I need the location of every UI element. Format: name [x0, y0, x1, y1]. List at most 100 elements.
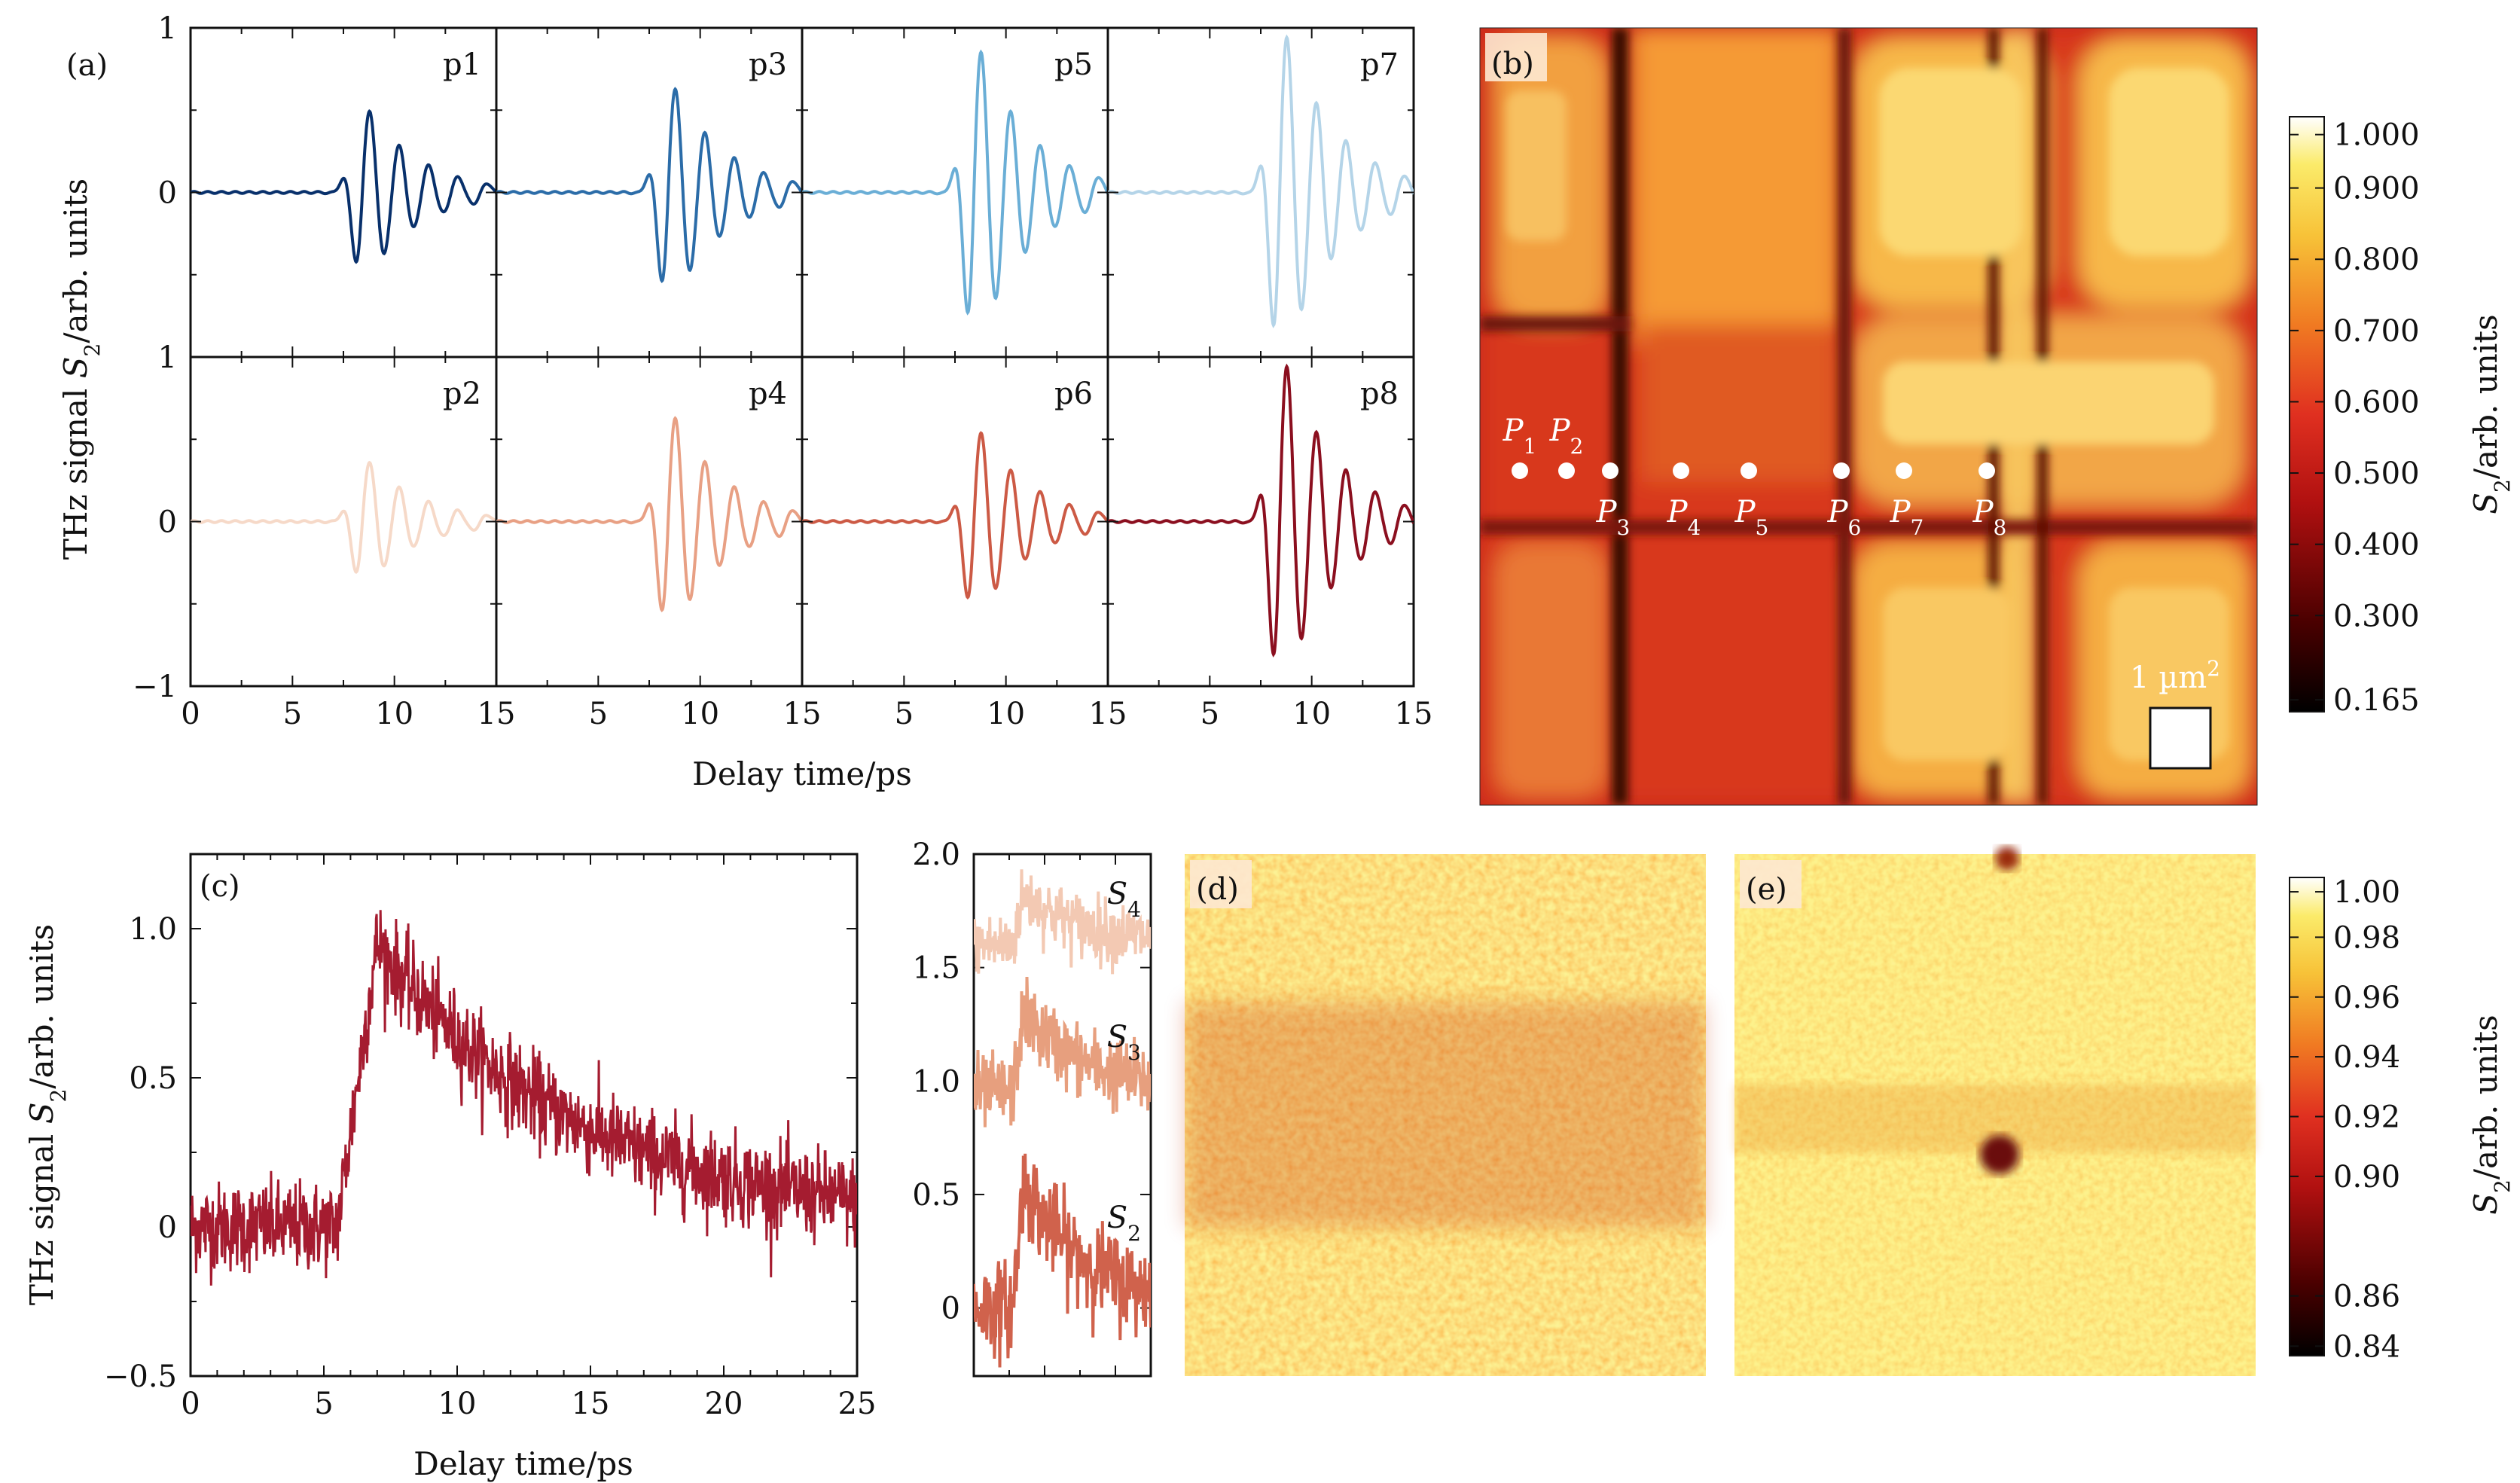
trace-p4 [496, 416, 802, 612]
trace-p6 [802, 431, 1108, 600]
trace-p2 [191, 460, 496, 575]
panel-c-xlabel: Delay time/ps [413, 1445, 633, 1482]
a-xtick-2-15: 15 [1089, 697, 1127, 731]
s-ytick-3: 0.5 [912, 1178, 960, 1213]
point-label-5: P5 [1734, 495, 1769, 540]
a-xtick-0-15: 15 [477, 697, 516, 731]
panel-c: 0 5 10 15 20 251.00.50−0.5 (c) THz signal S2/… [23, 853, 877, 1482]
panel-b-label: (b) [1491, 47, 1534, 81]
panel-d: (d) [1185, 854, 1706, 1376]
point-label-1: P1 [1503, 413, 1537, 459]
panel-c-label: (c) [200, 869, 240, 904]
a-xtick-1-5: 5 [589, 697, 608, 731]
c-xtick-15: 15 [572, 1387, 610, 1421]
trace-p3 [496, 87, 802, 283]
stack-trace-S3 [974, 976, 1151, 1128]
point-label-3: P3 [1596, 495, 1631, 540]
subplot-p1: p1 1 0 [158, 11, 498, 359]
c-xtick-25: 25 [838, 1387, 877, 1421]
stack-trace-S2 [974, 1153, 1151, 1368]
panel-e-dark-spot [1980, 1135, 2019, 1174]
subplot-p7: p7 [1106, 26, 1415, 359]
point-marker-7 [1896, 462, 1912, 479]
subplot-p4: p4 5 10 15 [495, 355, 822, 731]
subplot-p8: p8 5 10 15 [1106, 355, 1433, 731]
a-ytick-1-1: 0 [158, 505, 177, 540]
panel-b-heatmap [1480, 28, 2257, 805]
colorbar-b-tick-6: 0.400 [2333, 528, 2420, 563]
colorbar-b-tick-3: 0.700 [2333, 314, 2420, 349]
a-xtick-0-10: 10 [375, 697, 413, 731]
panel-b: (b) P1 P2 P3 P4 P5 P6 P7 P8 1 µm2 1.000 0.900 0.8… [1479, 27, 2515, 806]
s-ytick-0: 2.0 [912, 838, 960, 872]
c-ytick-2: 0 [158, 1210, 177, 1245]
panel-a-ylabel: THz signal S2/arb. units [57, 179, 105, 560]
point-label-8: P8 [1972, 495, 2007, 540]
c-xtick-10: 10 [438, 1387, 477, 1421]
colorbar-b-label: S2/arb. units [2467, 314, 2515, 514]
stack-label-S4: S4 [1107, 877, 1141, 922]
a-xtick-0-0: 0 [181, 697, 200, 731]
scalebar-label: 1 µm2 [2130, 656, 2220, 696]
a-xtick-3-15: 15 [1395, 697, 1433, 731]
s-ytick-4: 0 [941, 1292, 960, 1326]
colorbar-b-tick-4: 0.600 [2333, 385, 2420, 420]
colorbar-de-tick-2: 0.96 [2333, 981, 2400, 1015]
subplot-label-p5: p5 [1054, 47, 1093, 82]
a-xtick-1-15: 15 [783, 697, 822, 731]
panel-a-xlabel: Delay time/ps [692, 755, 912, 792]
colorbar-de-tick-0: 1.00 [2333, 875, 2400, 910]
a-ytick-0-1: 0 [158, 176, 177, 211]
subplot-label-p8: p8 [1360, 377, 1399, 411]
subplot-label-p3: p3 [749, 47, 787, 82]
a-xtick-3-5: 5 [1201, 697, 1219, 731]
c-xtick-20: 20 [705, 1387, 743, 1421]
c-xtick-0: 0 [181, 1387, 200, 1421]
subplot-label-p7: p7 [1360, 47, 1399, 82]
trace-p7 [1108, 34, 1414, 328]
subplot-p3: p3 [495, 26, 804, 359]
point-marker-3 [1602, 462, 1618, 479]
a-xtick-3-10: 10 [1292, 697, 1331, 731]
point-marker-8 [1978, 462, 1995, 479]
colorbar-de-tick-4: 0.92 [2333, 1100, 2400, 1135]
point-label-2: P2 [1549, 413, 1584, 459]
subplot-p5: p5 [801, 26, 1109, 359]
point-label-7: P7 [1890, 495, 1924, 540]
colorbar-b-tick-7: 0.300 [2333, 599, 2420, 633]
subplot-p6: p6 5 10 15 [801, 355, 1127, 731]
a-ytick-1-2: −1 [133, 670, 177, 704]
a-xtick-2-10: 10 [987, 697, 1025, 731]
subplot-label-p2: p2 [443, 377, 481, 411]
s-ytick-2: 1.0 [912, 1064, 960, 1099]
a-xtick-1-10: 10 [681, 697, 719, 731]
s-ytick-1: 1.5 [912, 951, 960, 986]
panel-stack: 2.0 1.5 1.0 0.5 0 S4 S3 S2 [912, 838, 1152, 1378]
colorbar-de-label: S2/arb. units [2467, 1015, 2515, 1214]
a-ytick-1-0: 1 [158, 340, 177, 375]
trace-p8 [1108, 363, 1414, 658]
stack-trace-S4 [974, 869, 1151, 975]
c-ytick-0: 1.0 [129, 912, 177, 947]
panel-c-ylabel: THz signal S2/arb. units [23, 924, 71, 1305]
a-ytick-0-0: 1 [158, 11, 177, 46]
panel-c-series-line [191, 910, 857, 1286]
point-label-6: P6 [1827, 495, 1862, 540]
panel-e: (e) [1734, 847, 2256, 1376]
colorbar-de-group: 1.00 0.98 0.96 0.94 0.92 0.90 0.86 0.84 S2/arb.… [2289, 875, 2515, 1364]
subplot-label-p1: p1 [443, 47, 481, 82]
colorbar-b-tick-0: 1.000 [2333, 118, 2420, 153]
c-xtick-5: 5 [314, 1387, 333, 1421]
stack-label-S2: S2 [1107, 1201, 1141, 1246]
point-marker-5 [1741, 462, 1757, 479]
panel-d-label: (d) [1196, 872, 1239, 907]
subplot-label-p6: p6 [1054, 377, 1093, 411]
colorbar-de-tick-1: 0.98 [2333, 920, 2400, 955]
point-marker-2 [1558, 462, 1575, 479]
point-label-4: P4 [1667, 495, 1701, 540]
scalebar-box [2149, 706, 2212, 770]
stack-label-S3: S3 [1107, 1020, 1141, 1065]
colorbar-b-tick-1: 0.900 [2333, 172, 2420, 206]
